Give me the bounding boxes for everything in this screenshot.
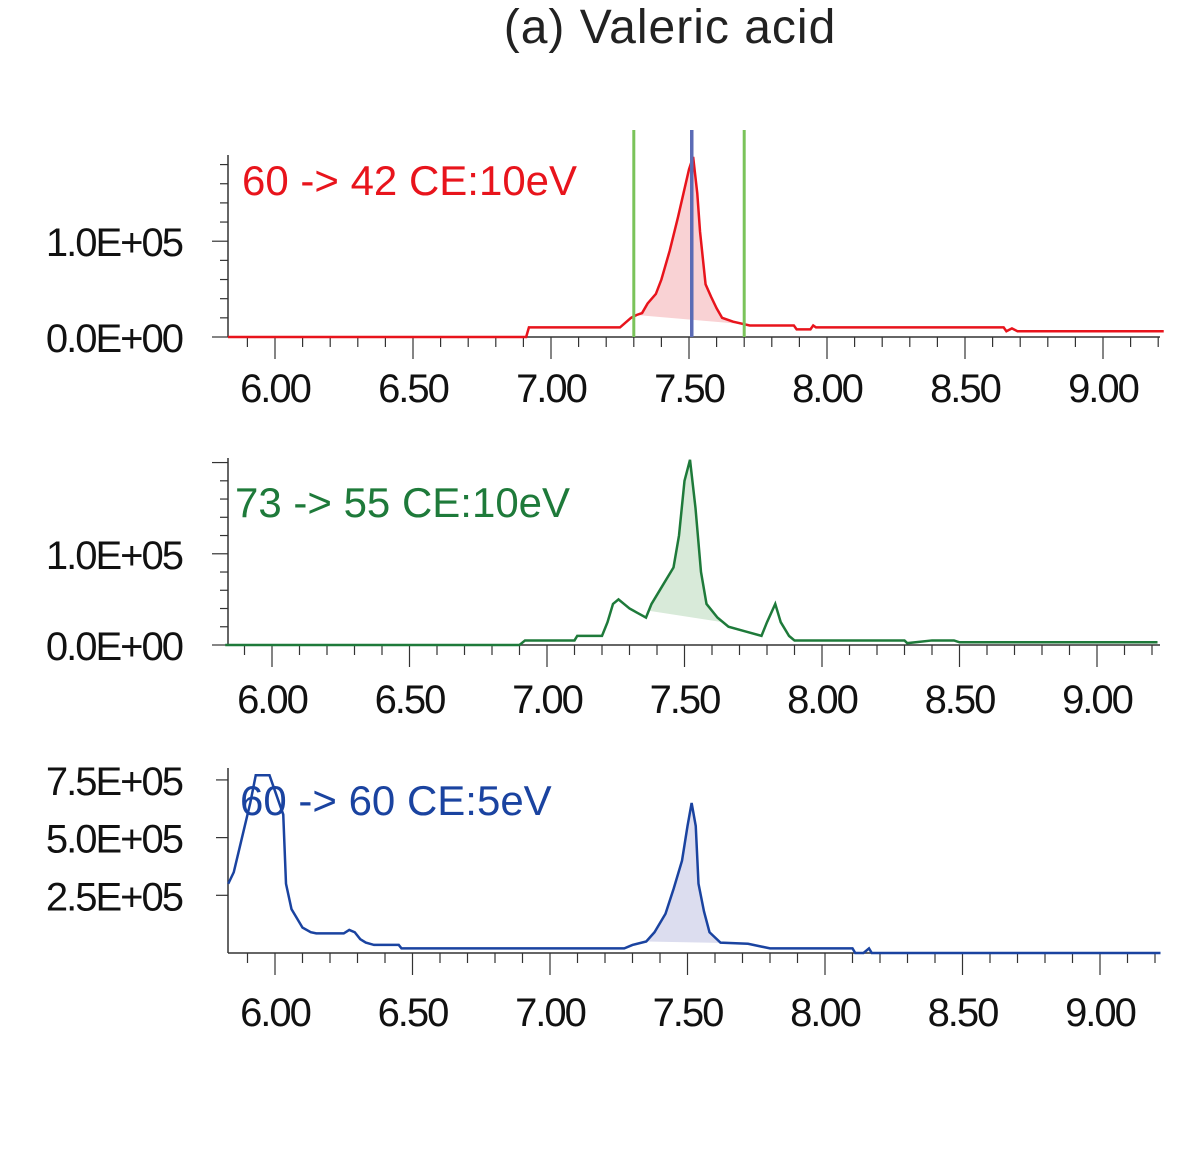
chart-title: (a) Valeric acid xyxy=(503,1,837,54)
x-tick-label: 8.00 xyxy=(787,678,858,722)
x-tick-label: 6.50 xyxy=(378,991,449,1035)
x-tick-label: 7.00 xyxy=(512,678,583,722)
x-tick-label: 8.00 xyxy=(790,991,861,1035)
x-tick-label: 9.00 xyxy=(1062,678,1133,722)
x-tick-label: 6.00 xyxy=(240,367,311,411)
x-tick-label: 8.50 xyxy=(930,367,1001,411)
y-tick-label: 0.0E+00 xyxy=(46,625,183,669)
x-tick-label: 6.00 xyxy=(240,991,311,1035)
x-tick-label: 7.50 xyxy=(653,991,724,1035)
series-label: 60 -> 42 CE:10eV xyxy=(242,157,577,204)
peak-area-fill xyxy=(648,459,723,623)
series-line xyxy=(225,459,1158,647)
series-label-background xyxy=(238,155,584,208)
panel-3: 6.00 6.50 7.00 7.50 8.00 8.50 9.00 2.5E+05 5.0E+… xyxy=(46,760,1161,1035)
x-tick-label: 7.00 xyxy=(516,367,587,411)
x-tick-label: 6.50 xyxy=(375,678,446,722)
panel-1: 6.00 6.50 7.00 7.50 8.00 8.50 9.00 0.0E+00 1.0E+… xyxy=(46,130,1164,411)
x-tick-label: 8.50 xyxy=(928,991,999,1035)
y-tick-label: 5.0E+05 xyxy=(46,818,183,862)
x-tick-label: 8.50 xyxy=(925,678,996,722)
x-tick-label: 7.00 xyxy=(515,991,586,1035)
x-tick-label: 9.00 xyxy=(1065,991,1136,1035)
y-tick-label: 1.0E+05 xyxy=(46,534,183,578)
y-tick-label: 1.0E+05 xyxy=(46,221,183,265)
panel-2: 6.00 6.50 7.00 7.50 8.00 8.50 9.00 0.0E+00 1.0E+… xyxy=(46,458,1160,722)
x-tick-label: 7.50 xyxy=(650,678,721,722)
series-label: 73 -> 55 CE:10eV xyxy=(235,479,570,526)
series-line xyxy=(228,156,1164,339)
y-tick-label: 7.5E+05 xyxy=(46,760,183,804)
x-tick-label: 6.50 xyxy=(378,367,449,411)
y-tick-label: 0.0E+00 xyxy=(46,317,183,361)
x-tick-label: 8.00 xyxy=(792,367,863,411)
x-tick-label: 9.00 xyxy=(1068,367,1139,411)
series-line xyxy=(227,774,1161,955)
x-tick-label: 7.50 xyxy=(654,367,725,411)
x-tick-label: 6.00 xyxy=(237,678,308,722)
y-tick-label: 2.5E+05 xyxy=(46,875,183,919)
series-label: 60 -> 60 CE:5eV xyxy=(240,777,552,824)
